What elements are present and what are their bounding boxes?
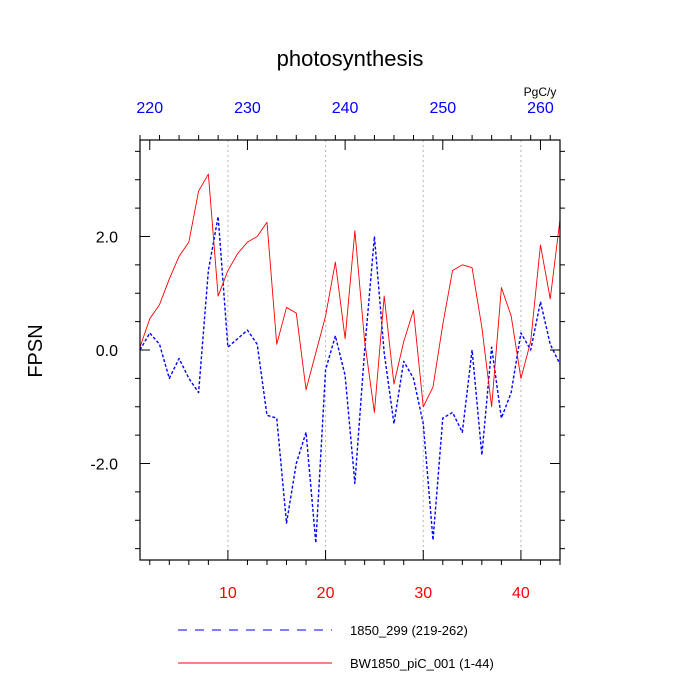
series-layer xyxy=(139,173,561,544)
legend-label-1: BW1850_piC_001 (1-44) xyxy=(350,656,494,671)
legend-label-0: 1850_299 (219-262) xyxy=(350,623,468,638)
x-top-tick-label-2: 240 xyxy=(332,100,359,117)
gridlines xyxy=(227,140,522,560)
series-line-1 xyxy=(139,173,561,413)
x-top-tick-label-4: 260 xyxy=(527,100,554,117)
x-top-tick-label-0: 220 xyxy=(136,100,163,117)
x-top-tick-label-1: 230 xyxy=(234,100,261,117)
x-bottom-tick-label-0: 10 xyxy=(219,585,237,602)
y-tick-label-0: -2.0 xyxy=(90,457,118,474)
units-label: PgC/y xyxy=(524,85,557,99)
x-bottom-tick-label-3: 40 xyxy=(512,585,530,602)
y-tick-label-1: 0.0 xyxy=(96,343,118,360)
y-tick-label-2: 2.0 xyxy=(96,229,118,246)
y-axis-label: FPSN xyxy=(25,324,47,377)
x-top-tick-label-3: 250 xyxy=(429,100,456,117)
legend: 1850_299 (219-262) BW1850_piC_001 (1-44) xyxy=(178,623,494,671)
chart-title: photosynthesis xyxy=(277,46,424,71)
series-line-0 xyxy=(139,215,561,544)
axes: -2.0 0.0 2.0 10 20 30 40 220 230 240 250 260 xyxy=(90,100,565,602)
x-bottom-tick-label-2: 30 xyxy=(414,585,432,602)
x-bottom-tick-label-1: 20 xyxy=(317,585,335,602)
plot-area xyxy=(139,173,561,544)
plot-frame xyxy=(139,139,561,561)
